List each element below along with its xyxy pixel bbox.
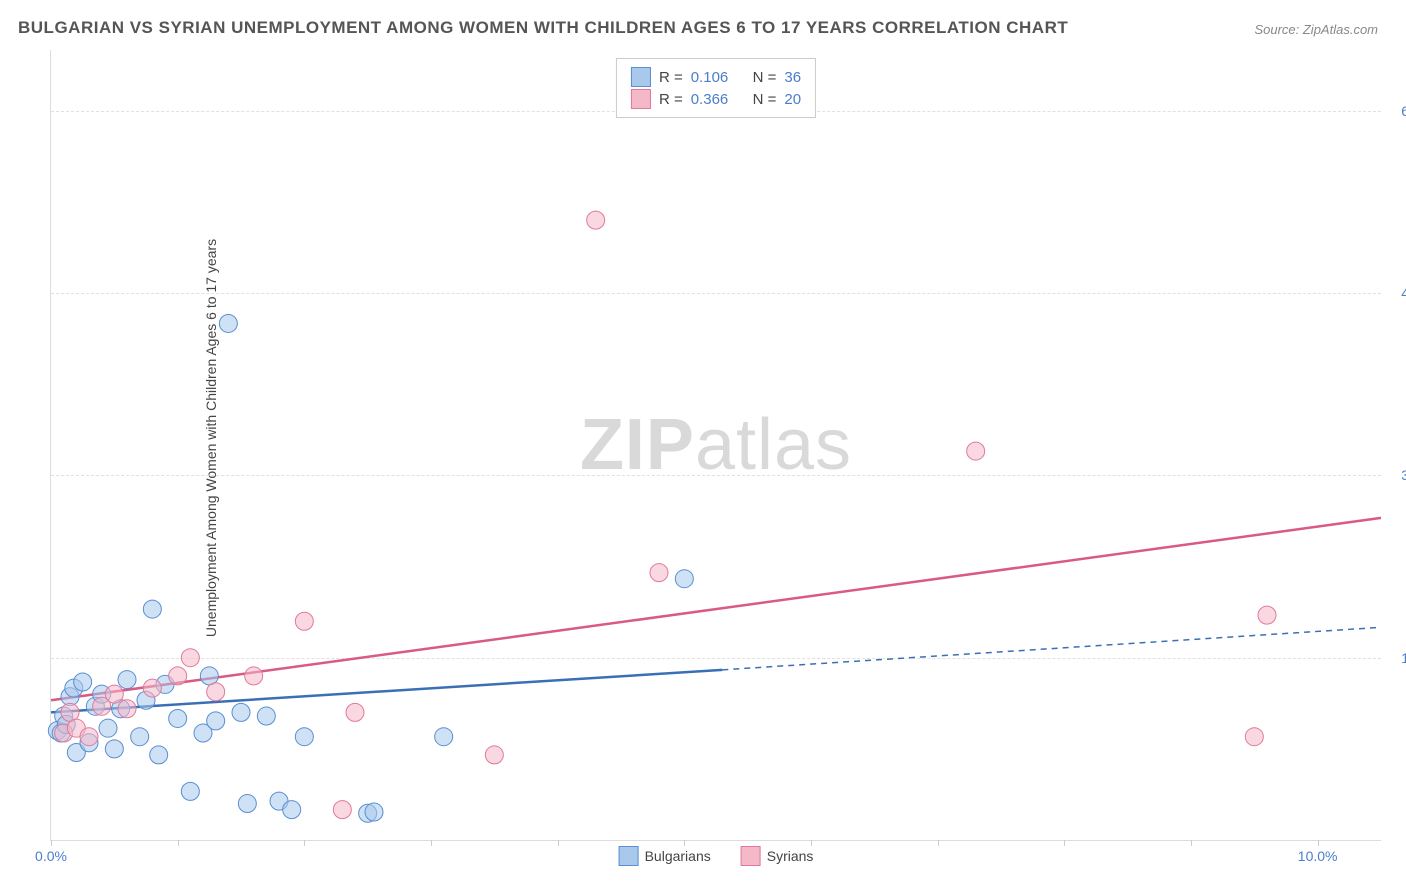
chart-title: BULGARIAN VS SYRIAN UNEMPLOYMENT AMONG W…: [18, 18, 1068, 38]
data-point: [118, 671, 136, 689]
data-point: [80, 728, 98, 746]
stat-n-label-1: N =: [753, 69, 777, 86]
data-point: [257, 707, 275, 725]
data-point: [99, 719, 117, 737]
plot-svg: [51, 50, 1381, 840]
data-point: [105, 740, 123, 758]
data-point: [200, 667, 218, 685]
y-tick-label: 45.0%: [1401, 285, 1406, 301]
data-point: [143, 679, 161, 697]
data-point: [245, 667, 263, 685]
data-point: [219, 314, 237, 332]
x-tick-label: 10.0%: [1298, 848, 1338, 864]
source-label: Source: ZipAtlas.com: [1254, 22, 1378, 37]
data-point: [333, 801, 351, 819]
chart-area: ZIPatlas 15.0%30.0%45.0%60.0% 0.0%10.0% …: [50, 50, 1381, 841]
data-point: [169, 667, 187, 685]
data-point: [1258, 606, 1276, 624]
data-point: [435, 728, 453, 746]
data-point: [143, 600, 161, 618]
data-point: [295, 728, 313, 746]
data-point: [587, 211, 605, 229]
swatch-bulgarians: [631, 67, 651, 87]
legend-item-bulgarians: Bulgarians: [619, 846, 711, 866]
legend-bottom: Bulgarians Syrians: [619, 846, 814, 866]
data-point: [105, 685, 123, 703]
stat-n-val-2: 20: [784, 91, 801, 108]
data-point: [650, 564, 668, 582]
x-tick-label: 0.0%: [35, 848, 67, 864]
stats-box: R = 0.106 N = 36 R = 0.366 N = 20: [616, 58, 816, 118]
data-point: [967, 442, 985, 460]
legend-swatch-syrians: [741, 846, 761, 866]
legend-item-syrians: Syrians: [741, 846, 814, 866]
data-point: [295, 612, 313, 630]
data-point: [365, 803, 383, 821]
data-point: [346, 703, 364, 721]
stat-r-val-2: 0.366: [691, 91, 729, 108]
y-tick-label: 15.0%: [1401, 650, 1406, 666]
data-point: [118, 700, 136, 718]
stat-n-label-2: N =: [753, 91, 777, 108]
legend-label-bulgarians: Bulgarians: [645, 848, 711, 864]
data-point: [1245, 728, 1263, 746]
stats-row-1: R = 0.106 N = 36: [631, 67, 801, 87]
stat-r-label-1: R =: [659, 69, 683, 86]
legend-swatch-bulgarians: [619, 846, 639, 866]
data-point: [61, 703, 79, 721]
data-point: [169, 709, 187, 727]
stat-r-label-2: R =: [659, 91, 683, 108]
data-point: [232, 703, 250, 721]
data-point: [238, 795, 256, 813]
data-point: [181, 782, 199, 800]
y-tick-label: 60.0%: [1401, 103, 1406, 119]
stat-n-val-1: 36: [784, 69, 801, 86]
data-point: [675, 570, 693, 588]
data-point: [283, 801, 301, 819]
data-point: [181, 649, 199, 667]
data-point: [131, 728, 149, 746]
data-point: [207, 683, 225, 701]
swatch-syrians: [631, 89, 651, 109]
data-point: [74, 673, 92, 691]
stat-r-val-1: 0.106: [691, 69, 729, 86]
data-point: [207, 712, 225, 730]
legend-label-syrians: Syrians: [767, 848, 814, 864]
data-point: [485, 746, 503, 764]
data-point: [150, 746, 168, 764]
stats-row-2: R = 0.366 N = 20: [631, 89, 801, 109]
trend-line-dashed: [722, 627, 1381, 670]
y-tick-label: 30.0%: [1401, 467, 1406, 483]
